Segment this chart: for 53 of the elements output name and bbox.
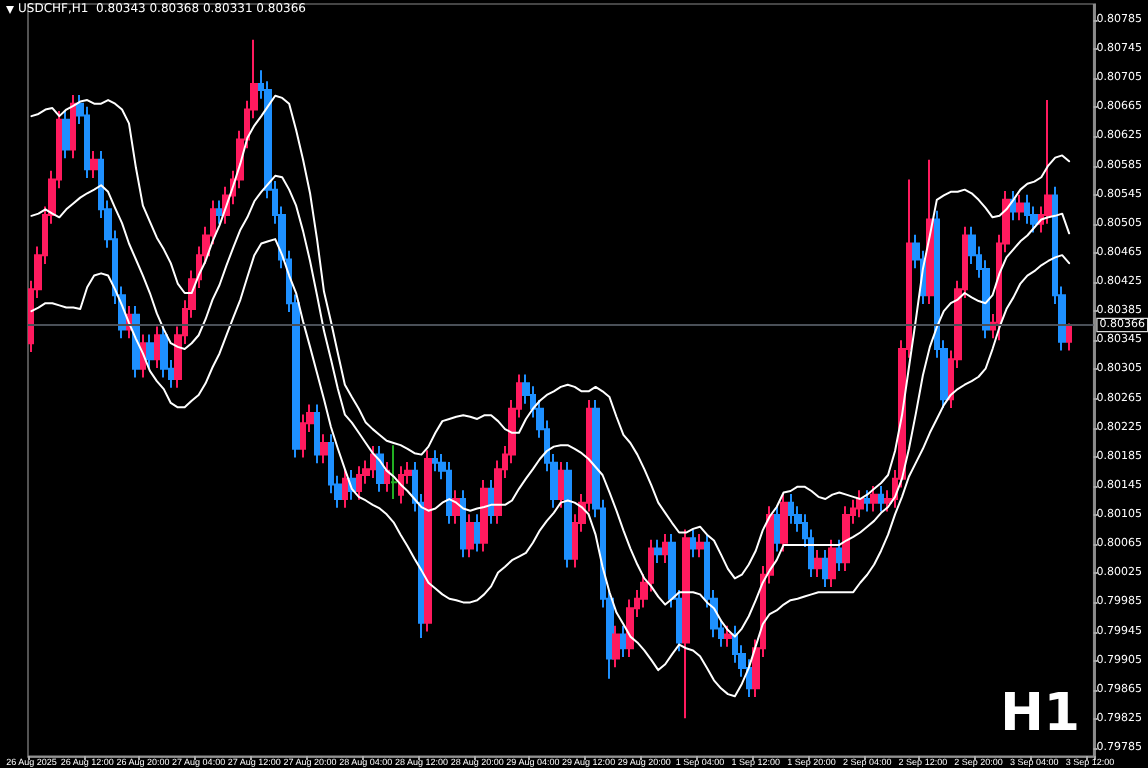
candlestick: [626, 598, 634, 658]
candlestick: [480, 479, 488, 553]
candlestick: [654, 538, 662, 565]
annotation: H1: [1000, 684, 1081, 744]
candlestick: [62, 110, 70, 160]
candlestick: [662, 532, 668, 565]
candlestick: [1024, 193, 1030, 225]
candlestick: [432, 449, 438, 473]
candlestick: [690, 528, 696, 559]
candlestick: [842, 505, 850, 573]
candlestick: [864, 489, 870, 513]
candlestick: [814, 548, 822, 578]
candlestick: [1010, 190, 1016, 222]
candlestick: [466, 513, 474, 559]
candlestick: [314, 403, 320, 465]
candlestick: [822, 548, 828, 589]
candlestick: [870, 484, 878, 513]
candlestick: [724, 624, 732, 648]
candlestick: [828, 538, 836, 589]
candlestick: [460, 489, 466, 559]
candlestick: [474, 513, 480, 553]
candlestick: [774, 505, 780, 553]
candlestick: [836, 538, 842, 573]
candlestick: [558, 460, 564, 509]
candlestick: [612, 624, 620, 669]
candlestick: [696, 532, 704, 559]
candlestick: [1016, 193, 1024, 222]
candlestick: [154, 325, 160, 369]
candlestick: [926, 158, 934, 305]
candlestick: [424, 449, 432, 633]
candlestick: [620, 624, 626, 658]
candlestick: [370, 444, 376, 479]
candlestick: [390, 444, 398, 501]
candlestick: [70, 94, 76, 160]
candlestick: [356, 465, 362, 501]
candlestick: [146, 333, 154, 369]
candlestick: [320, 433, 328, 465]
candlestick: [488, 479, 494, 525]
candlestick: [788, 492, 794, 525]
candlestick: [342, 468, 348, 509]
candlestick: [856, 489, 864, 519]
candlestick: [878, 484, 884, 513]
candlestick: [1066, 322, 1072, 352]
line-series: [30, 94, 1071, 580]
candlestick: [384, 460, 390, 493]
candlestick: [780, 492, 788, 553]
candlestick: [446, 460, 452, 525]
line-series: [30, 174, 1071, 638]
candlestick: [216, 199, 224, 225]
candlestick: [90, 150, 98, 179]
candlestick: [564, 460, 572, 569]
candlestick: [682, 528, 690, 720]
candlestick: [1044, 99, 1052, 225]
